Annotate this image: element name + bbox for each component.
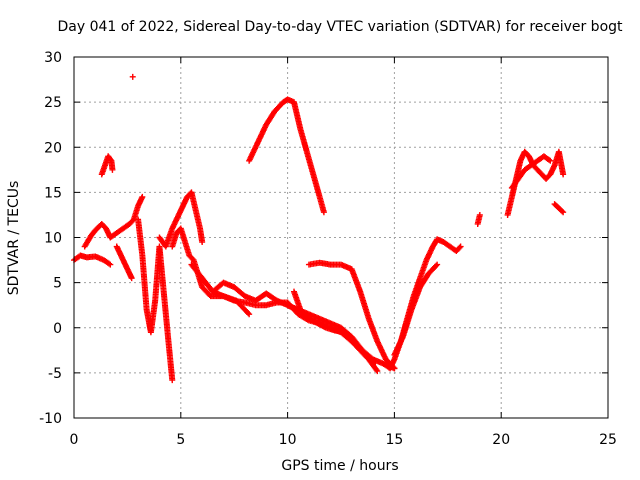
data-point	[547, 157, 554, 164]
data-point	[246, 311, 253, 318]
data-point	[320, 209, 327, 216]
y-tick-label: -10	[39, 411, 62, 427]
series-arc-13	[284, 302, 377, 367]
series-arc-17	[474, 211, 483, 227]
series-arc-6	[135, 216, 176, 384]
x-tick-label: 25	[599, 432, 617, 448]
data-point	[434, 261, 441, 268]
y-tick-label: 5	[53, 276, 62, 292]
data-point	[476, 211, 483, 218]
data-point	[559, 208, 566, 215]
data-point	[369, 359, 376, 366]
series-arc-14	[305, 259, 398, 372]
y-tick-label: 30	[44, 50, 62, 66]
data-point	[546, 156, 553, 163]
data-point	[128, 275, 135, 282]
series-arc-3	[98, 153, 116, 178]
y-tick-labels: -10 -5 0 5 10 15 20 25 30	[39, 50, 62, 427]
data-point	[370, 360, 377, 367]
series-arc-19	[508, 153, 554, 191]
series-arc-12	[291, 288, 381, 375]
data-point	[560, 171, 567, 178]
data-point	[374, 368, 381, 375]
data-point	[107, 261, 114, 268]
x-tick-labels: 0 5 10 15 20 25	[70, 432, 617, 448]
series-arc-2	[81, 193, 146, 250]
x-axis-label: GPS time / hours	[281, 458, 398, 474]
data-point	[169, 377, 176, 384]
y-tick-label: 10	[44, 231, 62, 247]
data-point	[457, 243, 464, 250]
data-point	[199, 239, 206, 246]
y-tick-label: -5	[48, 366, 62, 382]
x-tick-label: 20	[492, 432, 510, 448]
x-tick-label: 5	[176, 432, 185, 448]
data-point	[109, 166, 116, 173]
series-arc-16	[391, 261, 441, 358]
series-arc-5	[129, 73, 136, 80]
data-point	[456, 244, 463, 251]
x-tick-label: 10	[279, 432, 297, 448]
series-arc-1	[71, 252, 114, 268]
y-tick-label: 0	[53, 321, 62, 337]
x-tick-label: 15	[385, 432, 403, 448]
series-arc-20	[551, 201, 567, 216]
y-axis-label: SDTVAR / TECUs	[6, 181, 22, 296]
y-tick-label: 25	[44, 95, 62, 111]
series-arc-7	[156, 189, 206, 250]
data-points	[71, 73, 567, 384]
axis-ticks	[73, 56, 609, 419]
y-tick-label: 15	[44, 185, 62, 201]
data-point	[106, 260, 113, 267]
series-arc-4	[113, 243, 135, 282]
x-tick-label: 0	[70, 432, 79, 448]
series-arc-15	[380, 236, 464, 372]
grid-lines	[74, 57, 608, 418]
y-tick-label: 20	[44, 140, 62, 156]
data-point	[129, 73, 136, 80]
data-point	[560, 209, 567, 216]
data-point	[433, 262, 440, 269]
data-point	[373, 366, 380, 373]
chart-title: Day 041 of 2022, Sidereal Day-to-day VTE…	[57, 19, 623, 35]
data-point	[245, 310, 252, 317]
data-point	[139, 193, 146, 200]
series-arc-11	[246, 96, 327, 216]
